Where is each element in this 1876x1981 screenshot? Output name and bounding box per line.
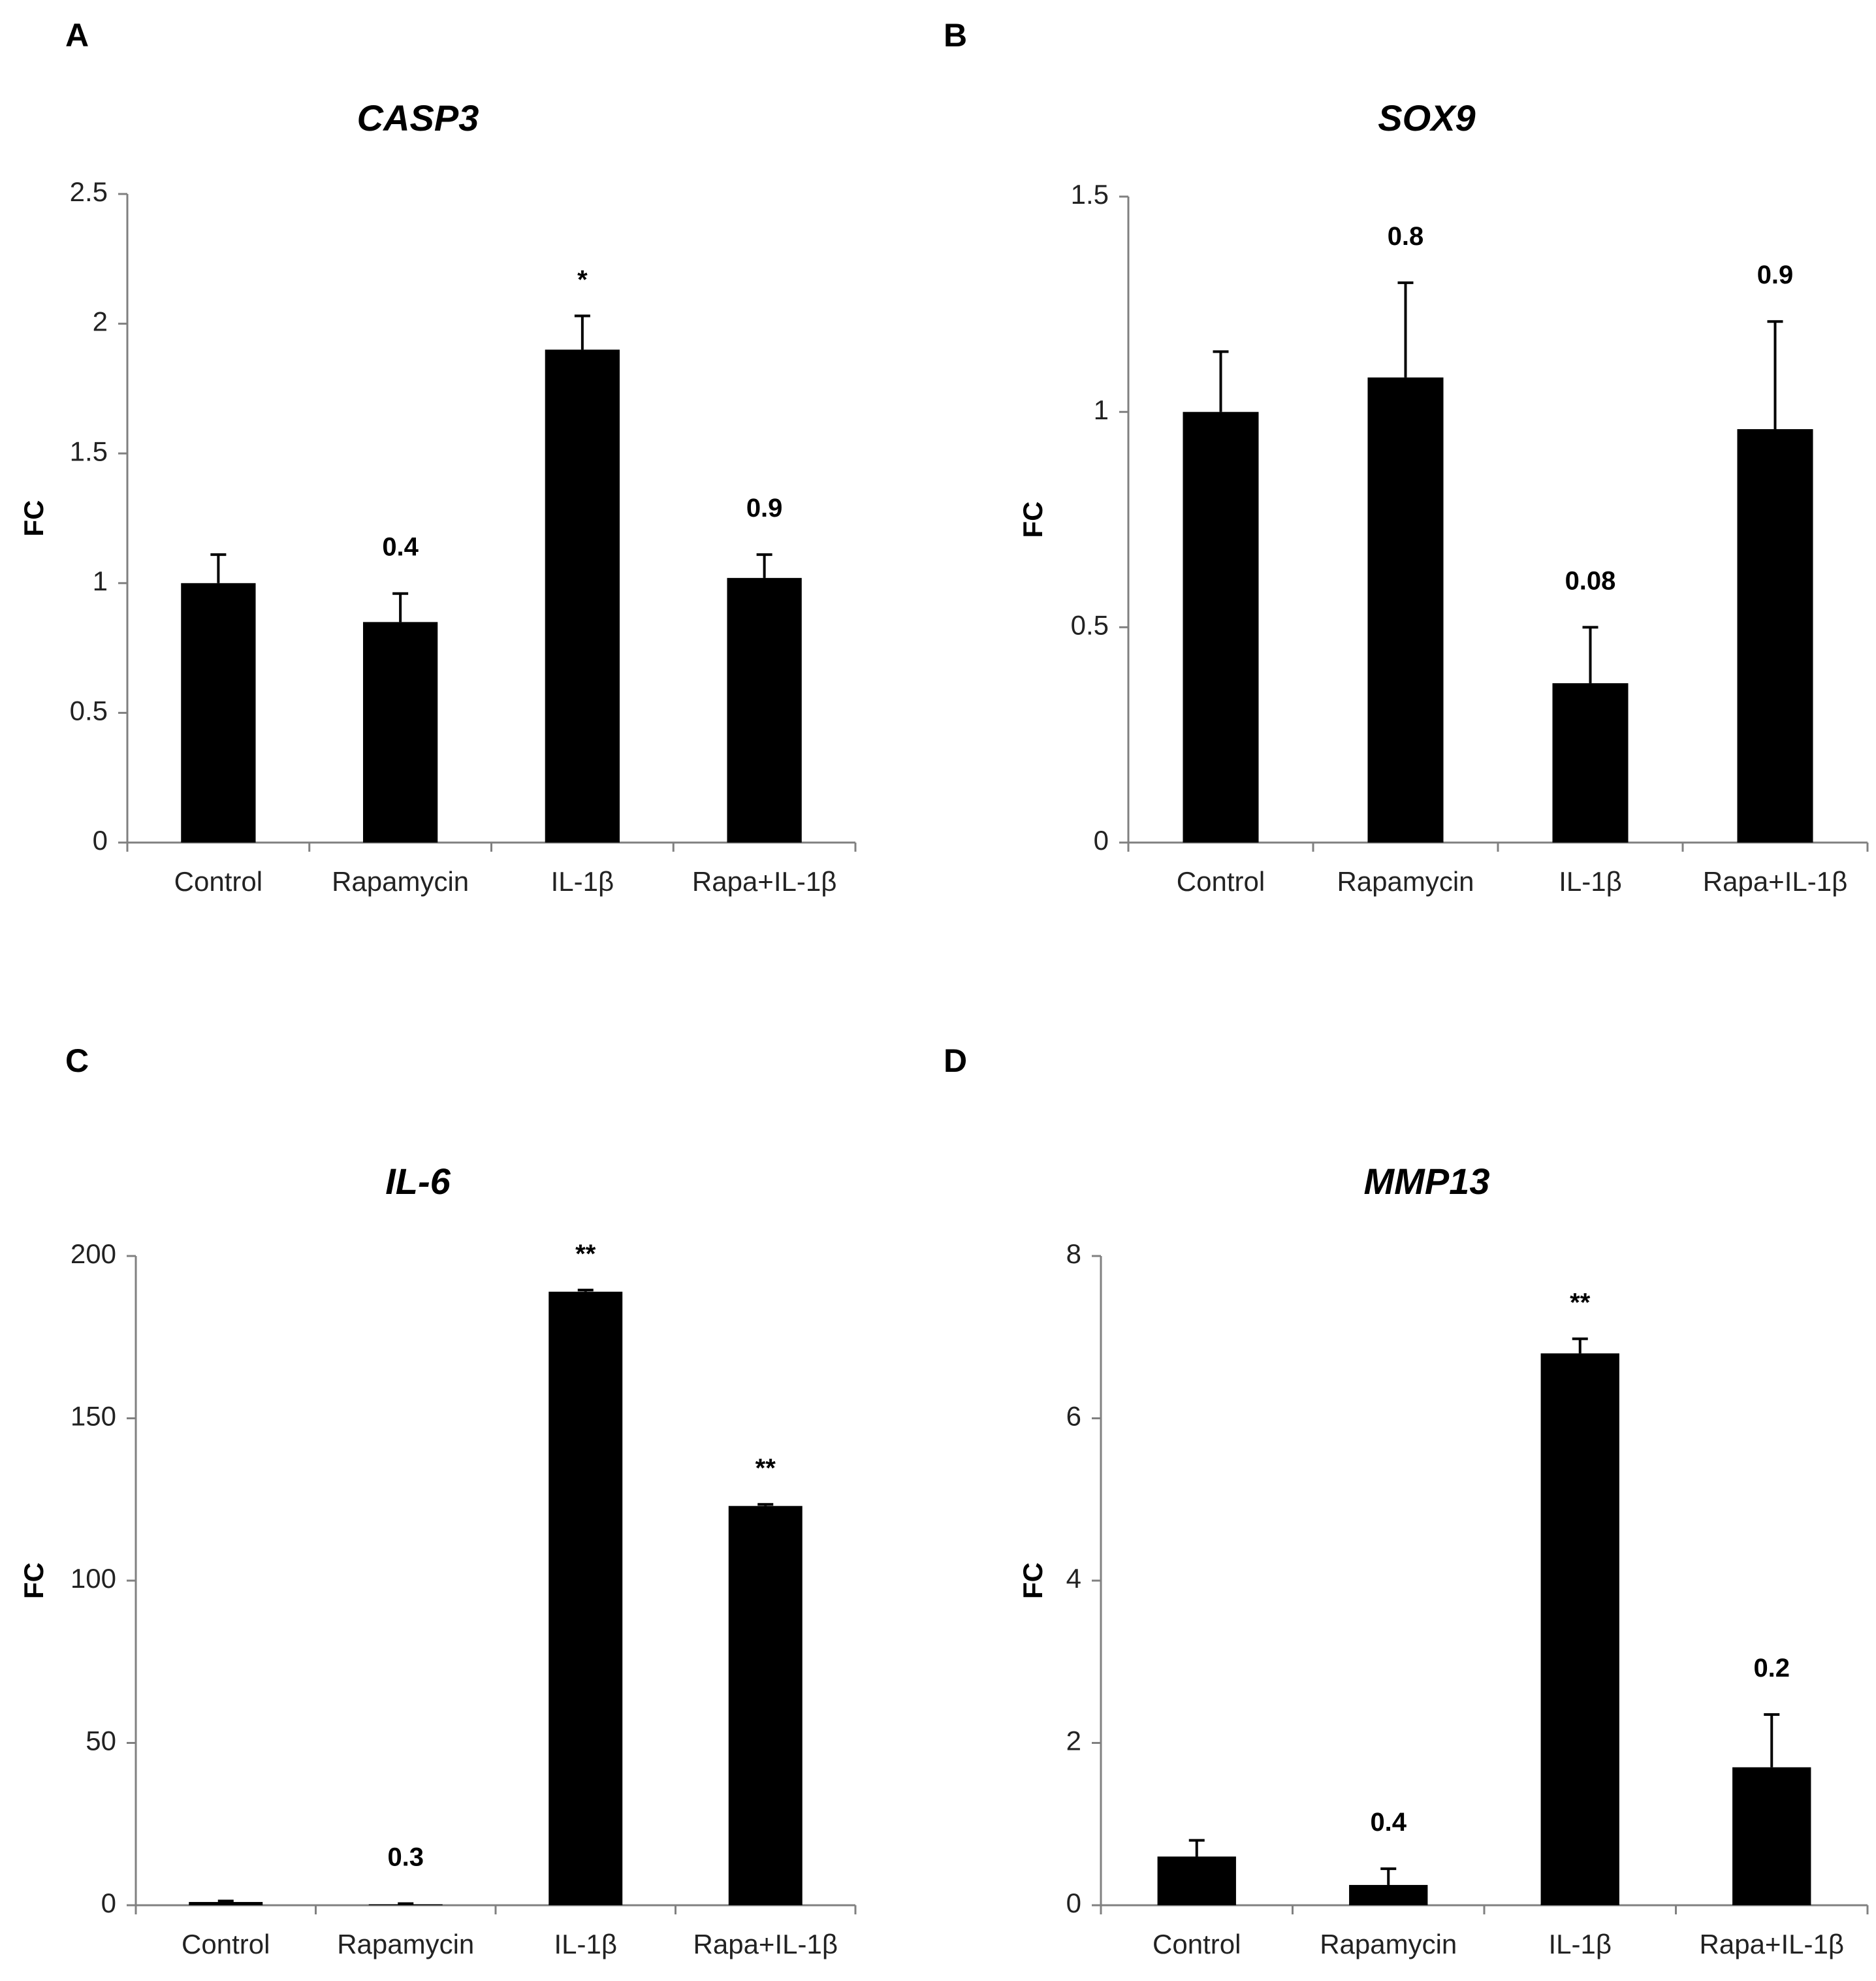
y-tick-label: 2 [93,306,108,337]
panel-letter: A [65,17,89,54]
x-tick-label: Rapamycin [337,1929,474,1959]
data-label: 0.08 [1565,566,1616,595]
chart-panel-c: C IL-6 FC 0 50 100 150 200 Control 0.3 Rapamycin **… [18,1042,857,1959]
chart-title: CASP3 [357,97,479,138]
y-tick-label: 1 [1094,395,1109,425]
y-tick-label: 200 [71,1238,116,1269]
bar [181,583,256,843]
data-label: 0.4 [382,533,419,562]
panel-letter: C [65,1042,89,1079]
bar [727,577,802,843]
bar [1552,683,1629,843]
x-tick-label: Rapa+IL-1β [693,1929,838,1959]
x-tick-label: Rapamycin [332,866,469,897]
y-axis-label: FC [18,1562,49,1599]
chart-title: IL-6 [385,1161,451,1202]
x-tick-label: IL-1β [1548,1929,1612,1959]
chart-panel-b: B SOX9 FC 0 0.5 1 1.5 Control 0.8 Rapamycin 0.08 IL… [944,17,1869,897]
x-tick-label: Rapa+IL-1β [692,866,836,897]
bar [728,1506,803,1905]
bar [1349,1884,1428,1905]
bar [1540,1353,1619,1905]
y-tick-label: 2 [1066,1726,1081,1756]
bar [189,1902,263,1905]
data-label: 0.9 [746,494,783,523]
x-tick-label: Control [174,866,262,897]
y-axis-label: FC [1017,1562,1048,1599]
y-tick-label: 0 [101,1888,116,1918]
y-tick-label: 1.5 [1071,179,1109,210]
data-label: 0.8 [1388,222,1424,251]
bar [545,349,620,843]
x-tick-label: IL-1β [554,1929,617,1959]
bar [1732,1767,1811,1905]
y-tick-label: 2.5 [70,176,108,207]
y-tick-label: 100 [71,1563,116,1594]
chart-title: SOX9 [1378,97,1475,138]
y-tick-label: 50 [86,1726,116,1756]
y-tick-label: 0.5 [1071,609,1109,640]
y-tick-label: 1 [93,566,108,596]
y-tick-label: 8 [1066,1238,1081,1269]
x-tick-label: Rapa+IL-1β [1700,1929,1844,1959]
x-tick-label: Rapa+IL-1β [1703,866,1847,897]
chart-panel-d: D MMP13 FC 0 2 4 6 8 Control 0.4 Rapamycin ** IL-1β 0… [944,1042,1869,1959]
bar [362,622,438,843]
data-label: * [577,266,588,295]
panel-letter: D [944,1042,967,1079]
x-tick-label: IL-1β [1559,866,1622,897]
bar [1157,1856,1236,1905]
x-tick-label: Rapamycin [1320,1929,1457,1959]
y-axis-label: FC [18,500,49,537]
y-tick-label: 150 [71,1401,116,1432]
data-label: 0.2 [1753,1654,1790,1683]
x-tick-label: Rapamycin [1337,866,1474,897]
data-label: 0.4 [1370,1808,1407,1837]
data-label: ** [1570,1289,1591,1317]
data-label: ** [575,1240,596,1268]
y-tick-label: 0 [1094,825,1109,856]
x-tick-label: Control [1153,1929,1241,1959]
chart-panel-a: A CASP3 FC 0 0.5 1 1.5 2 2.5 Control 0.4 Rapamycin *… [18,17,857,897]
bar [548,1291,623,1905]
y-tick-label: 1.5 [70,436,108,466]
y-tick-label: 4 [1066,1563,1081,1594]
x-tick-label: Control [182,1929,270,1959]
data-label: 0.3 [387,1843,424,1872]
data-label: ** [755,1454,776,1483]
data-label: 0.9 [1757,261,1794,289]
y-tick-label: 6 [1066,1401,1081,1432]
chart-title: MMP13 [1364,1161,1490,1202]
panel-letter: B [944,17,967,54]
y-axis-label: FC [1017,502,1048,538]
bar [1737,429,1813,843]
y-tick-label: 0 [1066,1888,1081,1918]
y-tick-label: 0 [93,825,108,856]
bar [1367,377,1444,843]
bar [1183,411,1259,843]
x-tick-label: Control [1177,866,1265,897]
y-tick-label: 0.5 [70,695,108,726]
x-tick-label: IL-1β [551,866,614,897]
